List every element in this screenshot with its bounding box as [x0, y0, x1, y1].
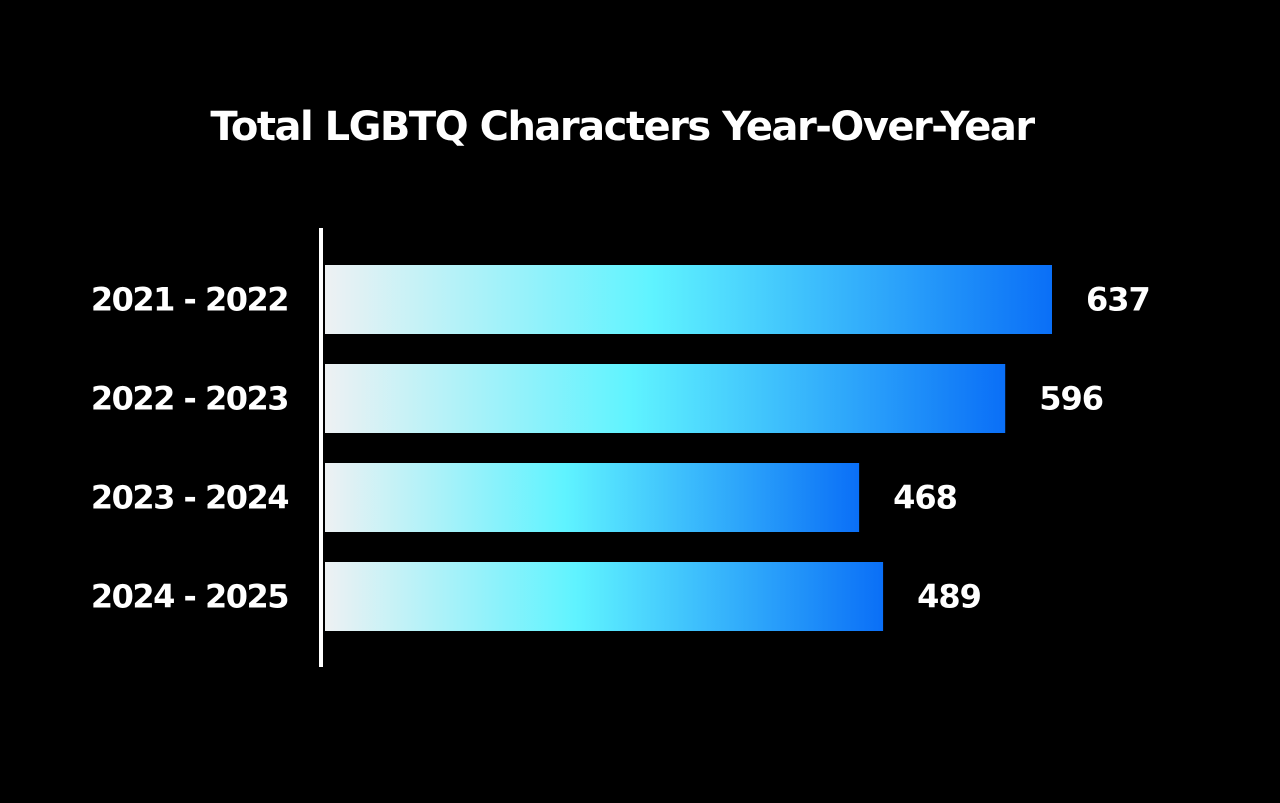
category-label-3: 2023 - 2024	[91, 479, 288, 517]
chart-title: Total LGBTQ Characters Year-Over-Year	[210, 104, 1035, 150]
value-label-2: 596	[1039, 380, 1103, 418]
bars-group: 2021 - 2022 637 2022 - 2023 596 2023 - 2024 4…	[91, 265, 1151, 631]
category-label-1: 2021 - 2022	[91, 281, 288, 319]
bar-1	[325, 265, 1052, 334]
value-label-1: 637	[1086, 281, 1150, 319]
bar-4	[325, 562, 884, 631]
category-label-4: 2024 - 2025	[91, 578, 288, 616]
category-label-2: 2022 - 2023	[91, 380, 288, 418]
value-label-4: 489	[917, 578, 981, 616]
value-label-3: 468	[893, 479, 957, 517]
bar-3	[325, 463, 860, 532]
bar-2	[325, 364, 1006, 433]
